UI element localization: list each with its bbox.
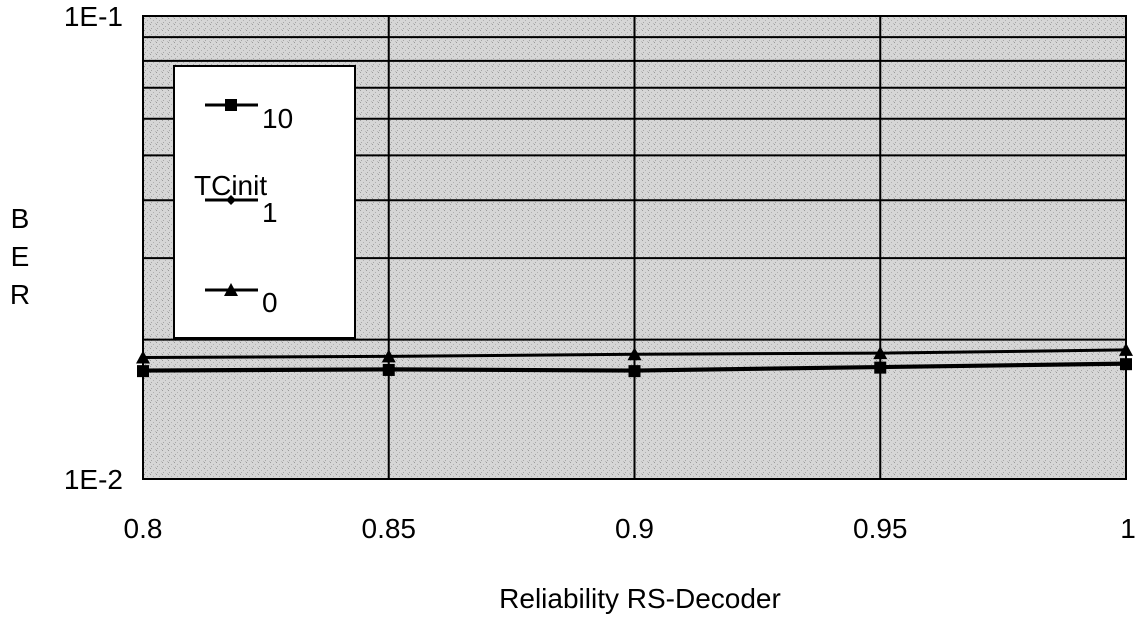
y-tick-label: 1E-1 — [64, 1, 123, 32]
y-axis-title: BER — [10, 203, 30, 310]
x-tick-label: 0.9 — [615, 513, 654, 544]
legend-label-10: 10 — [262, 103, 293, 134]
legend-label-1: 1 — [262, 197, 278, 228]
tick-labels: 0.8 0.85 0.9 0.95 1 1E-1 1E-2 — [64, 1, 1136, 544]
data-point-0 — [136, 350, 150, 364]
y-axis-title-letter: E — [11, 241, 30, 272]
x-axis-title: Reliability RS-Decoder — [499, 583, 781, 614]
legend-label-0: 0 — [262, 287, 278, 318]
legend-marker-10 — [225, 99, 237, 111]
series-layer — [136, 342, 1133, 378]
data-point-1 — [1121, 358, 1131, 369]
data-point-1 — [875, 361, 886, 372]
data-point-1 — [138, 364, 148, 375]
x-tick-label: 0.85 — [362, 513, 417, 544]
data-point-0 — [873, 346, 888, 360]
data-point-1 — [629, 364, 640, 375]
y-axis-title-letter: R — [10, 279, 30, 310]
data-point-0 — [1119, 342, 1133, 356]
x-tick-label: 1 — [1120, 513, 1136, 544]
legend-box — [173, 65, 356, 339]
legend-marker-1 — [226, 195, 236, 205]
data-point-0 — [627, 347, 642, 361]
y-tick-label: 1E-2 — [64, 464, 123, 495]
data-point-0 — [381, 349, 396, 363]
legend-marker-0 — [224, 283, 238, 296]
data-point-1 — [383, 363, 394, 374]
x-tick-label: 0.8 — [124, 513, 163, 544]
y-axis-title-letter: B — [11, 203, 30, 234]
x-tick-label: 0.95 — [853, 513, 908, 544]
